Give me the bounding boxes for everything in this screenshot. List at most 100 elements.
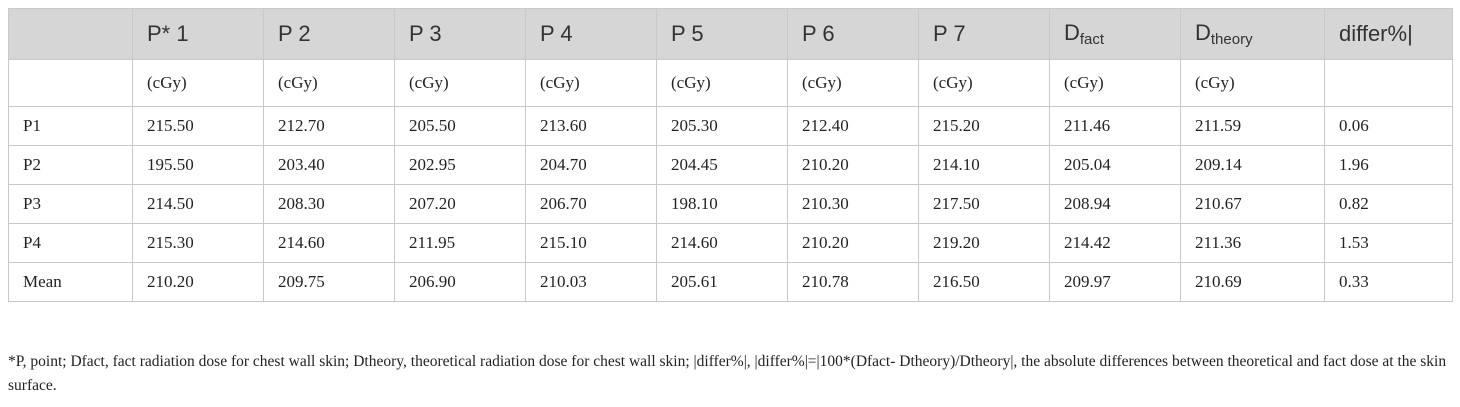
table-cell: 217.50 (918, 184, 1050, 224)
table-cell: 204.45 (656, 145, 788, 185)
row-label-cell: P4 (8, 223, 133, 263)
unit-cell: (cGy) (918, 59, 1050, 107)
table-cell: 207.20 (394, 184, 526, 224)
table-row: Mean 210.20 209.75 206.90 210.03 205.61 210.78… (8, 262, 1453, 302)
row-label-cell: P3 (8, 184, 133, 224)
table-cell: 210.20 (132, 262, 264, 302)
table-cell: 216.50 (918, 262, 1050, 302)
unit-cell: (cGy) (787, 59, 919, 107)
column-header-label: P 5 (671, 21, 704, 46)
column-header: P 4 (525, 8, 657, 60)
table-cell: 205.04 (1049, 145, 1181, 185)
column-header-label: P 7 (933, 21, 966, 46)
table-cell: 198.10 (656, 184, 788, 224)
table-cell: 0.06 (1324, 106, 1453, 146)
unit-cell (8, 59, 133, 107)
column-header: P* 1 (132, 8, 264, 60)
table-cell: 210.67 (1180, 184, 1325, 224)
column-header-label: P 3 (409, 21, 442, 46)
table-cell: 1.96 (1324, 145, 1453, 185)
column-header-label: D (1195, 20, 1211, 45)
table-cell: 214.60 (656, 223, 788, 263)
table-cell: 210.30 (787, 184, 919, 224)
table-footnote: *P, point; Dfact, fact radiation dose fo… (8, 353, 1447, 394)
table-cell: 208.30 (263, 184, 395, 224)
table-cell: 205.30 (656, 106, 788, 146)
column-header-label: P 2 (278, 21, 311, 46)
column-header: Dfact (1049, 8, 1181, 60)
row-label-cell: P1 (8, 106, 133, 146)
table-cell: 210.69 (1180, 262, 1325, 302)
table-cell: 0.33 (1324, 262, 1453, 302)
table-cell: 206.70 (525, 184, 657, 224)
column-header: P 6 (787, 8, 919, 60)
table-cell: 215.10 (525, 223, 657, 263)
column-header: P 7 (918, 8, 1050, 60)
column-header-subscript: theory (1210, 31, 1253, 48)
table-cell: 1.53 (1324, 223, 1453, 263)
unit-cell: (cGy) (263, 59, 395, 107)
table-cell: 212.70 (263, 106, 395, 146)
table-cell: 209.97 (1049, 262, 1181, 302)
table-cell: 211.36 (1180, 223, 1325, 263)
column-header-label: P 4 (540, 21, 573, 46)
table-cell: 214.60 (263, 223, 395, 263)
column-header: P 5 (656, 8, 788, 60)
unit-cell: (cGy) (394, 59, 526, 107)
table-cell: 210.78 (787, 262, 919, 302)
table-cell: 215.30 (132, 223, 264, 263)
table-cell: 206.90 (394, 262, 526, 302)
column-header: P 3 (394, 8, 526, 60)
table-cell: 205.50 (394, 106, 526, 146)
unit-cell: (cGy) (132, 59, 264, 107)
table-cell: 0.82 (1324, 184, 1453, 224)
table-row: P1 215.50 212.70 205.50 213.60 205.30 212.40 21… (8, 106, 1453, 146)
table-cell: 215.20 (918, 106, 1050, 146)
table-cell: 213.60 (525, 106, 657, 146)
table-cell: 205.61 (656, 262, 788, 302)
unit-cell: (cGy) (525, 59, 657, 107)
table-cell: 195.50 (132, 145, 264, 185)
table-cell: 214.42 (1049, 223, 1181, 263)
unit-cell: (cGy) (1180, 59, 1325, 107)
row-label-cell: Mean (8, 262, 133, 302)
table-body: P1 215.50 212.70 205.50 213.60 205.30 212.40 21… (8, 106, 1453, 302)
table-cell: 211.95 (394, 223, 526, 263)
table-cell: 214.50 (132, 184, 264, 224)
unit-cell: (cGy) (656, 59, 788, 107)
table-cell: 212.40 (787, 106, 919, 146)
column-header: P 2 (263, 8, 395, 60)
column-header-label: D (1064, 20, 1080, 45)
table-row: P2 195.50 203.40 202.95 204.70 204.45 210.20 21… (8, 145, 1453, 185)
column-header-label: differ%| (1339, 21, 1413, 46)
table-cell: 209.75 (263, 262, 395, 302)
units-row: (cGy) (cGy) (cGy) (cGy) (cGy) (cGy) (cGy) (cGy)… (8, 59, 1453, 107)
unit-cell (1324, 59, 1453, 107)
column-header-label: P 6 (802, 21, 835, 46)
table-cell: 214.10 (918, 145, 1050, 185)
column-header: Dtheory (1180, 8, 1325, 60)
column-header-subscript: fact (1079, 31, 1105, 48)
table-cell: 215.50 (132, 106, 264, 146)
table-cell: 210.20 (787, 145, 919, 185)
table-cell: 203.40 (263, 145, 395, 185)
table-row: P3 214.50 208.30 207.20 206.70 198.10 210.30 21… (8, 184, 1453, 224)
table-cell: 211.59 (1180, 106, 1325, 146)
unit-cell: (cGy) (1049, 59, 1181, 107)
table-cell: 211.46 (1049, 106, 1181, 146)
table-cell: 202.95 (394, 145, 526, 185)
table-cell: 209.14 (1180, 145, 1325, 185)
row-label-cell: P2 (8, 145, 133, 185)
column-header (8, 8, 133, 60)
table-cell: 219.20 (918, 223, 1050, 263)
column-header-label: P* 1 (147, 21, 189, 46)
table-cell: 204.70 (525, 145, 657, 185)
column-header: differ%| (1324, 8, 1453, 60)
table-cell: 210.03 (525, 262, 657, 302)
table-cell: 208.94 (1049, 184, 1181, 224)
table-row: P4 215.30 214.60 211.95 215.10 214.60 210.20 21… (8, 223, 1453, 263)
table-cell: 210.20 (787, 223, 919, 263)
